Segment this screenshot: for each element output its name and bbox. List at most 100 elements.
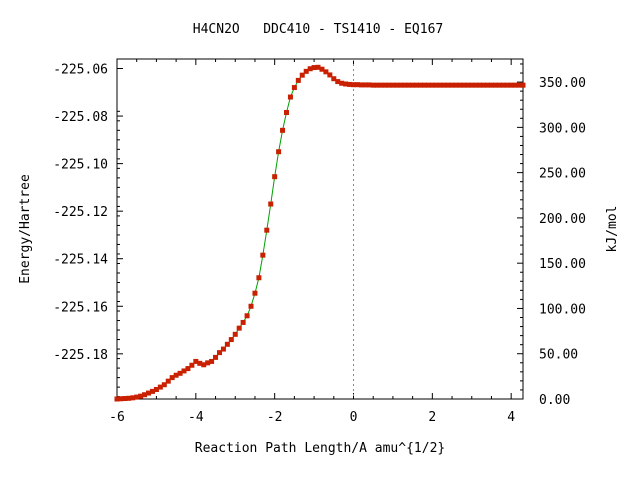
axis-ticks: -6 -4 -2 0 2 4 -225.06 -225.08 -225.10 -225.12 -22…: [53, 59, 586, 425]
data-point: [500, 82, 506, 88]
data-point: [189, 362, 195, 368]
data-point: [366, 82, 372, 88]
data-point: [374, 82, 380, 88]
data-point: [410, 82, 416, 88]
data-point: [276, 149, 282, 155]
data-point: [209, 358, 215, 364]
data-point: [157, 384, 163, 390]
data-point: [149, 388, 155, 394]
data-point: [205, 360, 211, 366]
data-point: [138, 393, 144, 399]
data-point: [339, 80, 345, 86]
data-point: [114, 396, 120, 402]
y-tick-label: -225.08: [53, 110, 108, 125]
data-point: [354, 82, 360, 88]
y-tick-label: -225.14: [53, 253, 108, 268]
y-axis-label: Energy/Hartree: [18, 174, 33, 284]
data-point: [425, 82, 431, 88]
data-point: [307, 66, 313, 72]
data-point: [370, 82, 376, 88]
data-point: [248, 303, 254, 309]
data-point: [402, 82, 408, 88]
y-tick-label: -225.12: [53, 205, 108, 220]
data-point: [284, 110, 289, 115]
data-point: [335, 79, 341, 85]
data-point: [362, 82, 368, 88]
data-point: [445, 82, 451, 88]
data-point: [343, 81, 349, 87]
y2-tick-label: 250.00: [539, 167, 586, 182]
data-point: [173, 372, 179, 378]
data-point: [165, 378, 171, 384]
data-point: [216, 350, 222, 356]
data-point: [126, 395, 132, 401]
data-point: [201, 362, 207, 368]
data-point: [220, 346, 226, 352]
data-point: [252, 290, 258, 296]
y-tick-label: -225.06: [53, 63, 108, 78]
data-point: [386, 82, 392, 88]
data-point: [378, 82, 384, 88]
data-point: [421, 82, 427, 88]
data-point: [347, 81, 353, 87]
data-point: [473, 82, 479, 88]
data-point: [465, 82, 471, 88]
data-point: [236, 325, 242, 331]
data-point: [291, 85, 297, 91]
data-point: [512, 82, 518, 88]
data-point: [315, 64, 321, 70]
x-tick-label: -2: [267, 410, 283, 425]
data-point: [142, 392, 148, 398]
chart-title: H4CN2O DDC410 - TS1410 - EQ167: [193, 22, 443, 37]
data-point: [185, 366, 191, 372]
y2-tick-label: 200.00: [539, 212, 586, 227]
y2-tick-label: 350.00: [539, 76, 586, 91]
data-point: [449, 82, 455, 88]
y-tick-label: -225.10: [53, 158, 108, 173]
data-point: [268, 201, 274, 207]
data-point: [280, 127, 286, 133]
data-point: [197, 360, 203, 366]
data-point: [260, 252, 266, 258]
data-point: [492, 82, 498, 88]
data-point: [161, 382, 167, 388]
data-point: [520, 82, 526, 88]
data-point: [181, 368, 187, 374]
y2-tick-label: 50.00: [539, 348, 578, 363]
data-point: [264, 227, 270, 233]
data-point: [213, 354, 219, 360]
data-point: [488, 82, 494, 88]
data-point: [508, 82, 514, 88]
data-point: [441, 82, 447, 88]
data-point: [516, 82, 522, 88]
data-point: [390, 82, 396, 88]
data-point: [122, 396, 128, 402]
x-tick-label: 4: [507, 410, 515, 425]
data-point: [485, 82, 491, 88]
data-point: [177, 370, 183, 376]
data-point: [287, 94, 293, 100]
y-tick-label: -225.16: [53, 300, 108, 315]
data-point: [228, 337, 234, 343]
data-point: [244, 313, 250, 319]
data-point: [437, 82, 443, 88]
series-line: [116, 66, 523, 400]
data-point: [351, 82, 356, 88]
data-point: [256, 275, 262, 281]
series-layer: [114, 64, 526, 402]
data-point: [153, 386, 159, 392]
data-point: [382, 82, 388, 88]
data-point: [303, 68, 309, 74]
data-point: [327, 72, 333, 78]
y2-axis-label: kJ/mol: [605, 206, 620, 253]
data-point: [398, 82, 404, 88]
data-point: [394, 82, 400, 88]
y2-tick-label: 100.00: [539, 302, 586, 317]
data-point: [319, 66, 325, 72]
data-point: [130, 395, 136, 401]
data-point: [358, 82, 364, 88]
data-point: [461, 82, 467, 88]
data-point: [453, 82, 459, 88]
data-point: [232, 331, 238, 337]
